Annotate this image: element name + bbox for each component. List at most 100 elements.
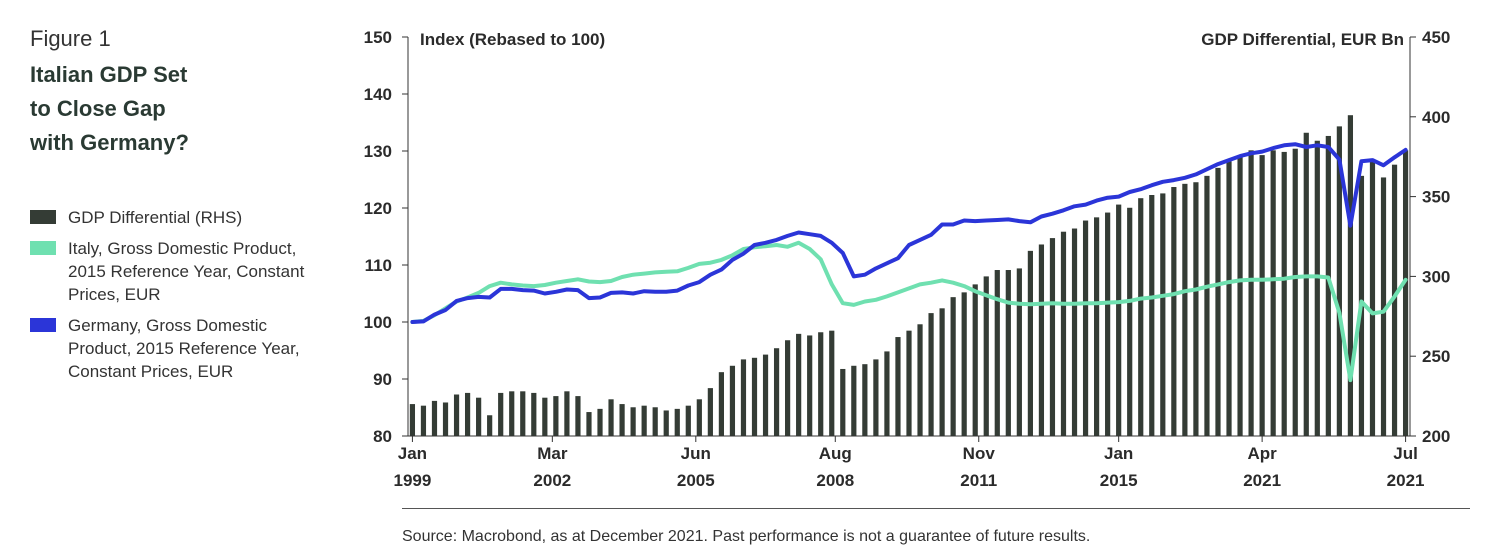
bar-gdp-differential bbox=[586, 412, 592, 436]
chart-legend: GDP Differential (RHS) Italy, Gross Dome… bbox=[30, 206, 320, 391]
right-tick-label: 200 bbox=[1422, 427, 1450, 446]
right-tick-label: 450 bbox=[1422, 28, 1450, 47]
right-tick-label: 400 bbox=[1422, 108, 1450, 127]
right-tick-label: 350 bbox=[1422, 188, 1450, 207]
bar-gdp-differential bbox=[498, 392, 504, 436]
bar-gdp-differential bbox=[1193, 182, 1199, 436]
bar-gdp-differential bbox=[1204, 175, 1210, 437]
bar-gdp-differential bbox=[873, 359, 879, 436]
bar-gdp-differential bbox=[895, 337, 901, 436]
bar-gdp-differential bbox=[983, 276, 989, 436]
bar-gdp-differential bbox=[751, 357, 758, 436]
x-tick-label-year: 2002 bbox=[533, 471, 571, 490]
bar-gdp-differential bbox=[1027, 250, 1033, 436]
line-italy-gdp bbox=[410, 240, 1408, 383]
figure-title-line: Italian GDP Set bbox=[30, 62, 188, 87]
bar-gdp-differential bbox=[950, 297, 956, 436]
bar-gdp-differential bbox=[1237, 155, 1243, 436]
bar-gdp-differential bbox=[1171, 187, 1177, 436]
bar-gdp-differential bbox=[575, 396, 581, 436]
bar-gdp-differential bbox=[1380, 177, 1387, 436]
bar-gdp-differential bbox=[1369, 159, 1376, 436]
x-tick-label-month: Jan bbox=[1104, 444, 1133, 463]
bar-gdp-differential bbox=[464, 392, 471, 436]
bar-gdp-differential bbox=[1226, 161, 1232, 436]
bar-gdp-differential bbox=[961, 292, 967, 436]
bar-gdp-differential bbox=[509, 391, 515, 436]
bar-gdp-differential bbox=[1182, 183, 1188, 436]
figure-heading: Figure 1 Italian GDP Set to Close Gap wi… bbox=[30, 26, 320, 160]
bar-gdp-differential bbox=[1160, 193, 1166, 436]
x-tick-label-year: 2021 bbox=[1243, 471, 1281, 490]
left-tick-label: 130 bbox=[364, 142, 392, 161]
right-axis-label: GDP Differential, EUR Bn bbox=[1201, 30, 1404, 49]
bar-gdp-differential bbox=[796, 333, 802, 436]
bar-gdp-differential bbox=[1281, 151, 1287, 437]
legend-swatch bbox=[30, 241, 56, 255]
x-tick-label-month: Apr bbox=[1247, 444, 1277, 463]
figure-label: Figure 1 bbox=[30, 26, 111, 51]
bar-gdp-differential bbox=[652, 407, 658, 436]
bar-gdp-differential bbox=[663, 410, 669, 436]
legend-item-italy: Italy, Gross Domestic Product, 2015 Refe… bbox=[30, 237, 320, 306]
bar-gdp-differential bbox=[1303, 132, 1309, 436]
bar-gdp-differential bbox=[1093, 217, 1100, 436]
line-series-group bbox=[410, 142, 1408, 383]
legend-item-germany: Germany, Gross Domestic Product, 2015 Re… bbox=[30, 314, 320, 383]
bar-gdp-differential bbox=[1138, 198, 1144, 436]
bar-gdp-differential bbox=[785, 340, 791, 436]
x-tick-label-month: Jan bbox=[398, 444, 427, 463]
bar-gdp-differential bbox=[939, 308, 945, 436]
bar-gdp-differential bbox=[972, 284, 978, 436]
right-tick-label: 300 bbox=[1422, 267, 1450, 286]
bar-gdp-differential bbox=[630, 407, 636, 436]
bar-gdp-differential bbox=[420, 405, 427, 436]
x-tick-label-month: Jun bbox=[681, 444, 711, 463]
bar-gdp-differential bbox=[1127, 207, 1133, 436]
bar-gdp-differential bbox=[453, 394, 460, 436]
bar-gdp-differential bbox=[1314, 140, 1320, 437]
bar-gdp-differential bbox=[740, 359, 747, 436]
bar-gdp-differential bbox=[531, 392, 537, 436]
x-tick-label-month: Jul bbox=[1393, 444, 1418, 463]
legend-label: Italy, Gross Domestic Product, 2015 Refe… bbox=[68, 239, 305, 304]
x-tick-label-year: 2005 bbox=[677, 471, 715, 490]
bar-gdp-differential bbox=[1259, 155, 1265, 436]
bar-gdp-differential bbox=[553, 396, 559, 436]
bar-gdp-differential bbox=[1347, 115, 1354, 436]
bar-gdp-differential bbox=[431, 400, 438, 436]
left-tick-label: 140 bbox=[364, 85, 392, 104]
bar-gdp-differential bbox=[409, 404, 416, 436]
bar-gdp-differential bbox=[906, 330, 912, 436]
bar-gdp-differential bbox=[1215, 167, 1221, 436]
bar-gdp-differential bbox=[917, 324, 923, 436]
line-germany-gdp bbox=[410, 142, 1408, 324]
bar-gdp-differential bbox=[1082, 220, 1089, 436]
bar-gdp-differential bbox=[1325, 135, 1331, 436]
bar-gdp-differential bbox=[641, 405, 647, 436]
figure-title: Italian GDP Set to Close Gap with German… bbox=[30, 58, 320, 160]
x-tick-label-year: 2011 bbox=[960, 471, 997, 490]
bar-gdp-differential bbox=[520, 391, 526, 436]
bar-gdp-differential bbox=[1402, 150, 1409, 437]
gdp-chart: 80 90 100 110 120 130 140 150 200 250 300 350 400 450… bbox=[364, 28, 1451, 490]
left-axis-label: Index (Rebased to 100) bbox=[420, 30, 605, 49]
legend-swatch bbox=[30, 210, 56, 224]
legend-item-gdp-differential: GDP Differential (RHS) bbox=[30, 206, 320, 229]
bar-gdp-differential bbox=[1336, 126, 1342, 436]
bar-gdp-differential bbox=[862, 364, 868, 436]
bar-gdp-differential bbox=[1391, 164, 1398, 436]
bar-gdp-differential bbox=[928, 313, 934, 436]
bar-gdp-differential bbox=[476, 397, 482, 436]
left-tick-label: 80 bbox=[373, 427, 392, 446]
legend-label: GDP Differential (RHS) bbox=[68, 208, 243, 227]
bar-gdp-differential bbox=[685, 405, 691, 436]
bar-gdp-differential bbox=[619, 404, 625, 436]
legend-label: Germany, Gross Domestic Product, 2015 Re… bbox=[68, 316, 300, 381]
bar-gdp-differential bbox=[1149, 195, 1155, 436]
bar-gdp-differential bbox=[487, 415, 493, 436]
bar-gdp-differential bbox=[851, 365, 857, 436]
right-tick-label: 250 bbox=[1422, 347, 1450, 366]
x-tick-label-month: Mar bbox=[537, 444, 568, 463]
bar-gdp-differential bbox=[564, 391, 570, 436]
